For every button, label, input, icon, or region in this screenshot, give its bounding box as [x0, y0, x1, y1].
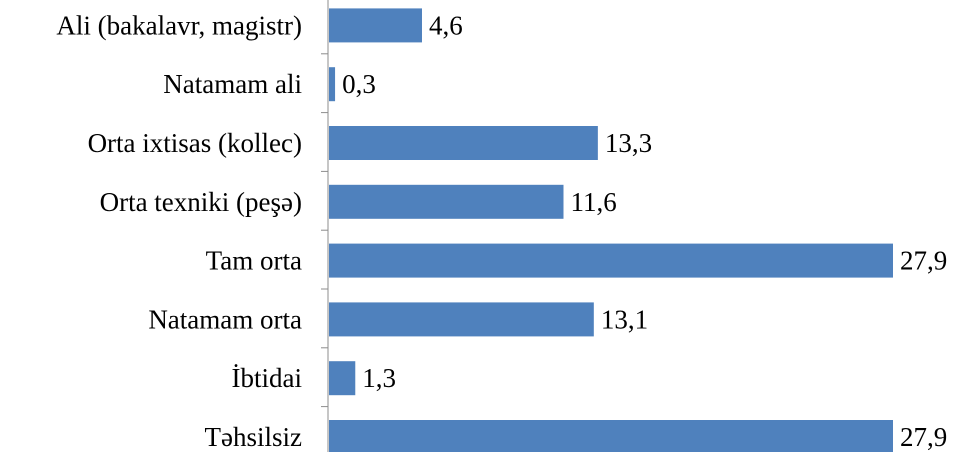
bar [329, 126, 598, 160]
value-label: 13,1 [601, 304, 648, 334]
bar [329, 184, 564, 219]
bars [329, 8, 893, 452]
bar [329, 67, 336, 102]
category-label: Orta texniki (peşə) [100, 187, 302, 217]
bar [329, 302, 594, 337]
category-labels: Ali (bakalavr, magistr) Natamam ali Orta i… [56, 10, 302, 452]
value-label: 11,6 [570, 187, 616, 217]
category-label: Təhsilsiz [205, 422, 302, 452]
category-label: Tam orta [206, 246, 302, 276]
category-axis-ticks [321, 53, 328, 408]
bar [329, 243, 893, 278]
category-label: Orta ixtisas (kollec) [88, 128, 302, 158]
value-label: 13,3 [605, 128, 652, 158]
value-label: 4,6 [429, 10, 463, 40]
category-label: İbtidai [232, 363, 302, 393]
category-label: Natamam orta [148, 304, 302, 334]
value-label: 27,9 [900, 422, 947, 452]
category-label: Ali (bakalavr, magistr) [56, 10, 302, 40]
value-label: 1,3 [362, 363, 396, 393]
value-label: 27,9 [900, 246, 947, 276]
value-label: 0,3 [342, 69, 376, 99]
value-labels: 4,6 0,3 13,3 11,6 27,9 13,1 1,3 27,9 [342, 10, 947, 452]
bar [329, 361, 356, 396]
bar [329, 420, 893, 452]
category-label: Natamam ali [163, 69, 302, 99]
bar [329, 8, 422, 43]
